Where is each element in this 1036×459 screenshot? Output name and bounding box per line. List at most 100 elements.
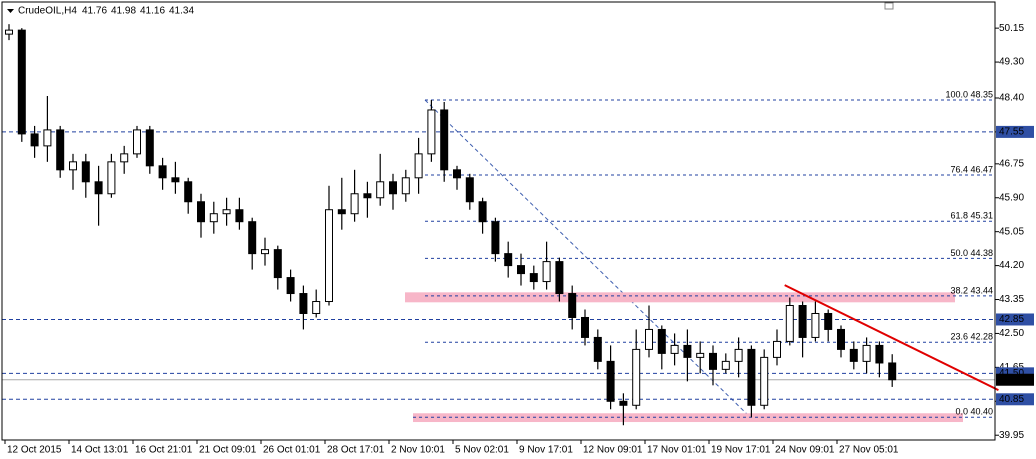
header-value: 41.34 (169, 6, 194, 17)
y-tick-label: 46.75 (999, 158, 1024, 169)
x-tick-label: 21 Oct 09:01 (199, 445, 257, 456)
y-tick-label: 43.35 (999, 294, 1024, 305)
menu-arrow[interactable] (7, 9, 14, 13)
fib-label: 100.0 48.35 (945, 89, 993, 99)
y-tick-label: 50.15 (999, 23, 1024, 34)
candle-body (491, 221, 500, 255)
level-box (996, 393, 1034, 406)
x-tick-label: 9 Nov 17:01 (519, 445, 573, 456)
candle-body (197, 201, 205, 223)
candle-body (389, 181, 397, 195)
candle-body (875, 344, 884, 364)
candle-body (337, 209, 346, 215)
candle-body (849, 348, 858, 362)
x-tick-label: 27 Nov 05:01 (839, 445, 899, 456)
fib-label: 38.2 43.44 (950, 285, 993, 295)
candle-body (593, 336, 602, 362)
candle-body (555, 261, 564, 295)
candle-body (760, 356, 769, 406)
x-tick-label: 28 Oct 17:01 (327, 445, 385, 456)
level-box (996, 313, 1034, 326)
x-tick-label: 12 Oct 2015 (7, 445, 62, 456)
candle-body (30, 133, 39, 147)
y-tick-label: 39.95 (999, 430, 1024, 441)
candle-body (81, 161, 90, 183)
candle-body (286, 277, 295, 295)
candle-body (94, 181, 103, 195)
last-price-label: 41.34 (999, 374, 1024, 385)
candle-body (568, 293, 577, 318)
candle-body (145, 129, 154, 167)
candle-body (619, 400, 628, 406)
candle-body (657, 328, 666, 354)
window-icon[interactable] (884, 2, 894, 10)
candle-body (235, 209, 244, 223)
level-label: 40.85 (999, 394, 1024, 405)
candle-body (273, 249, 282, 279)
candle-body (862, 344, 871, 362)
candle-body (325, 209, 333, 303)
y-tick-label: 45.90 (999, 192, 1024, 203)
candle-body (709, 352, 717, 370)
candle-body (401, 177, 410, 195)
candle-body (453, 169, 461, 179)
fib-label: 0.0 40.40 (955, 407, 993, 417)
candle-body (785, 305, 794, 342)
y-tick-label: 48.40 (999, 93, 1024, 104)
x-tick-label: 5 Nov 02:01 (455, 445, 509, 456)
x-tick-label: 24 Nov 09:01 (775, 445, 835, 456)
x-tick-label: 16 Oct 21:01 (135, 445, 193, 456)
candle-body (69, 161, 77, 171)
plot-frame (1, 1, 996, 441)
x-tick-label: 19 Nov 17:01 (711, 445, 771, 456)
candle-body (440, 109, 449, 171)
candle-body (222, 209, 231, 215)
header-value: 41.76 (82, 6, 107, 17)
candle-body (478, 201, 487, 223)
candle-body (632, 348, 641, 406)
candle-body (721, 360, 730, 370)
candle-body (363, 193, 372, 199)
trendline (784, 284, 999, 392)
candle-body (581, 316, 589, 338)
y-tick-label: 49.30 (999, 57, 1024, 68)
candle-body (17, 29, 26, 135)
fib-label: 61.8 45.31 (950, 211, 993, 221)
candle-body (798, 305, 807, 338)
candle-body (824, 312, 833, 330)
candle-body (158, 165, 167, 179)
candle-body (414, 153, 423, 179)
candle-body (888, 362, 897, 381)
candle-body (465, 177, 474, 203)
candle-body (261, 249, 269, 255)
pink-zone (413, 413, 963, 423)
candle-body (837, 328, 845, 350)
x-tick-label: 12 Nov 09:01 (583, 445, 643, 456)
x-tick-label: 2 Nov 10:01 (391, 445, 445, 456)
candle-body (171, 177, 180, 183)
candle-body (734, 348, 743, 362)
candle-body (56, 129, 65, 171)
candle-body (209, 213, 218, 223)
symbol: CrudeOIL,H4 (18, 6, 77, 17)
candle-body (529, 273, 538, 283)
candle-body (747, 348, 756, 406)
candle-body (376, 181, 385, 199)
level-box (996, 125, 1034, 138)
fib-label: 50.0 44.38 (950, 248, 993, 258)
candle-body (184, 181, 193, 203)
candle-body (43, 129, 52, 147)
header-value: 41.98 (111, 6, 136, 17)
x-tick-label: 14 Oct 13:01 (71, 445, 129, 456)
pink-zone (405, 292, 955, 303)
x-tick-label: 26 Oct 01:01 (263, 445, 321, 456)
y-tick-label: 44.20 (999, 260, 1024, 271)
candle-body (811, 312, 820, 338)
candle-body (696, 352, 705, 358)
candle-body (120, 153, 129, 163)
level-label: 42.85 (999, 314, 1024, 325)
fib-label: 76.4 46.47 (950, 164, 993, 174)
candle-body (248, 221, 257, 255)
